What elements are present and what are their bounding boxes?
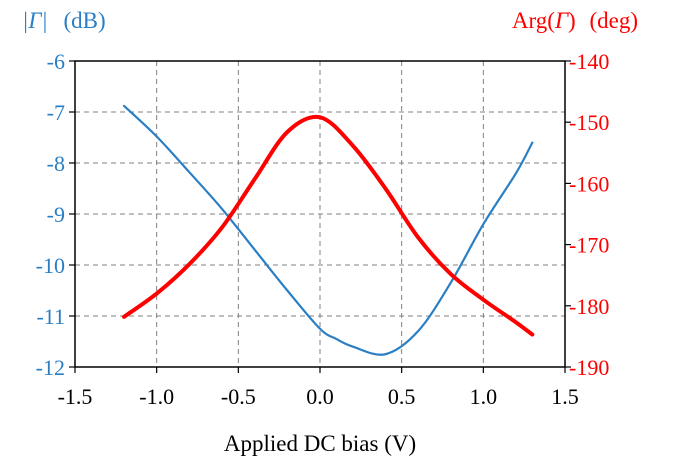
series xyxy=(122,104,535,356)
x-tick-label: 1.5 xyxy=(551,384,579,409)
right-axis-title-suffix: ) xyxy=(568,8,576,33)
right-axis-title-unit: (deg) xyxy=(589,8,638,33)
left-tick-label: -10 xyxy=(36,253,65,278)
x-axis-title: Applied DC bias (V) xyxy=(224,431,416,456)
x-tick-label: -1.5 xyxy=(58,384,93,409)
right-axis-title-prefix: Arg( xyxy=(512,8,555,33)
left-axis-title: |Γ| (dB) xyxy=(22,8,106,33)
x-tick-label: 0.0 xyxy=(306,384,334,409)
left-tick-label: -12 xyxy=(36,355,65,380)
grid xyxy=(75,61,565,367)
right-tick-label: -190 xyxy=(569,355,609,380)
left-tick-label: -11 xyxy=(36,304,65,329)
x-tick-label: -1.0 xyxy=(139,384,174,409)
left-tick-label: -6 xyxy=(47,49,65,74)
left-tick-label: -9 xyxy=(47,202,65,227)
right-tick-label: -170 xyxy=(569,233,609,258)
right-tick-label: -180 xyxy=(569,294,609,319)
right-tick-label: -150 xyxy=(569,110,609,135)
series-line-phase xyxy=(122,114,535,337)
x-tick-label: 0.5 xyxy=(388,384,416,409)
left-tick-label: -8 xyxy=(47,151,65,176)
tick-labels: -1.5 -1.0 -0.5 0.0 0.5 1.0 1.5 -6 -7 -8 -9 -10 -11 -1… xyxy=(36,49,610,409)
right-tick-label: -160 xyxy=(569,171,609,196)
left-axis-title-symbol: |Γ| xyxy=(22,8,48,33)
x-tick-label: -0.5 xyxy=(221,384,256,409)
left-axis-title-unit: (dB) xyxy=(63,8,105,33)
x-tick-label: 1.0 xyxy=(470,384,498,409)
right-axis-title-symbol: Γ xyxy=(554,8,569,33)
right-axis-title: Arg(Γ) (deg) xyxy=(512,8,638,33)
right-tick-label: -140 xyxy=(569,49,609,74)
left-tick-label: -7 xyxy=(47,100,65,125)
series-line-magnitude xyxy=(122,104,534,356)
